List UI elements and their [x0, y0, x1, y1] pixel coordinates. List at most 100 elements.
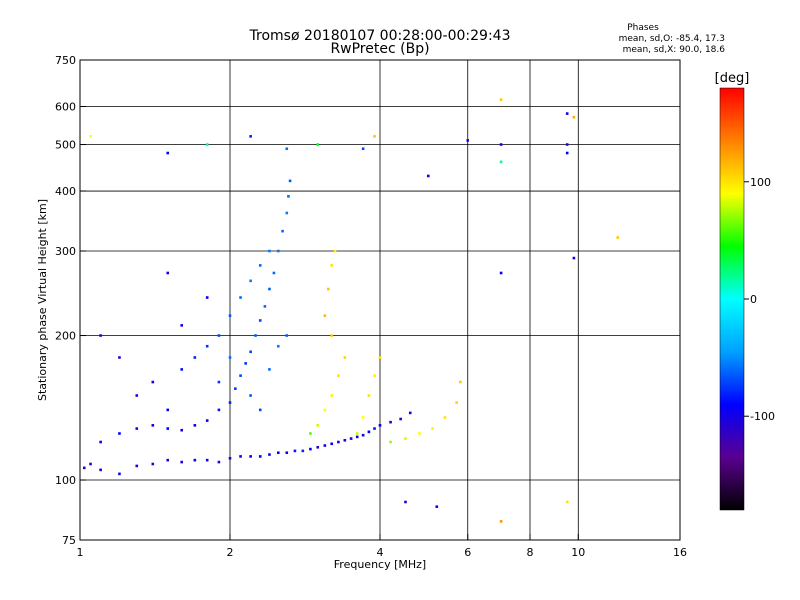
data-point — [193, 356, 197, 359]
data-point — [404, 437, 407, 440]
data-point — [373, 374, 376, 377]
x-tick-label: 2 — [227, 546, 234, 559]
data-point — [205, 143, 209, 146]
data-point — [330, 442, 334, 446]
colorbar-ticks: -100 0 100 — [744, 176, 775, 423]
data-point — [268, 368, 271, 371]
x-tick-label: 1 — [77, 546, 84, 559]
phases-line-o: mean, sd,O: -85.4, 17.3 — [619, 34, 725, 44]
data-point — [565, 112, 569, 115]
data-point — [426, 174, 430, 178]
data-point — [466, 139, 470, 142]
y-tick-label: 600 — [55, 101, 76, 114]
data-point — [268, 287, 271, 291]
data-point — [234, 387, 237, 390]
chart-title: Tromsø 20180107 00:28:00-00:29:43 — [249, 28, 511, 44]
data-point — [499, 271, 503, 275]
data-point — [330, 264, 334, 267]
data-point — [572, 115, 576, 119]
x-tick-label: 4 — [377, 546, 384, 559]
grid-lines — [80, 60, 680, 540]
data-point — [166, 151, 170, 155]
chart-subtitle: RwPretec (Bp) — [330, 41, 429, 57]
data-point — [263, 305, 267, 308]
data-point — [217, 380, 221, 384]
colorbar-tick-label: 0 — [750, 293, 757, 306]
y-tick-label: 300 — [55, 245, 76, 258]
data-point — [276, 344, 280, 348]
phases-heading: Phases — [627, 23, 659, 33]
data-point — [293, 449, 297, 453]
x-axis-label: Frequency [MHz] — [334, 558, 426, 571]
data-point — [349, 437, 353, 440]
data-point — [258, 264, 262, 267]
data-point — [193, 424, 197, 427]
data-point — [228, 456, 232, 460]
data-point — [404, 500, 407, 504]
data-point — [268, 249, 271, 253]
data-point — [327, 287, 330, 291]
data-point — [217, 408, 221, 412]
y-tick-label: 500 — [55, 139, 76, 152]
data-point — [285, 147, 289, 151]
data-point — [285, 334, 289, 337]
data-point — [285, 451, 289, 455]
data-point — [180, 428, 184, 432]
data-point — [499, 160, 503, 164]
data-point — [281, 229, 284, 233]
data-point — [99, 468, 102, 472]
data-point — [99, 440, 102, 444]
data-point — [180, 324, 184, 327]
data-point — [166, 427, 170, 430]
data-point — [330, 334, 334, 337]
data-point — [205, 344, 209, 348]
data-point — [323, 314, 327, 317]
data-point — [355, 432, 359, 435]
data-point — [118, 432, 121, 435]
data-point — [205, 296, 209, 299]
data-point — [151, 462, 155, 466]
x-tick-label: 8 — [527, 546, 534, 559]
data-point — [309, 432, 312, 435]
x-tick-label: 10 — [571, 546, 585, 559]
data-point — [249, 394, 252, 397]
data-point — [258, 455, 262, 458]
data-point — [276, 451, 280, 455]
data-point — [435, 505, 439, 508]
data-point — [135, 427, 139, 430]
data-point — [361, 416, 365, 419]
data-point — [244, 362, 247, 365]
data-point — [217, 460, 221, 464]
data-point — [180, 368, 184, 371]
data-point — [135, 464, 139, 468]
data-point — [309, 447, 312, 451]
data-point — [239, 296, 242, 299]
y-axis-ticks: 75 100 200 300 400 500 600 750 — [55, 54, 86, 547]
data-point — [373, 135, 376, 138]
x-tick-label: 6 — [464, 546, 471, 559]
data-point — [455, 401, 458, 404]
data-point — [337, 440, 340, 444]
data-points — [82, 98, 620, 523]
data-point — [228, 356, 232, 359]
data-point — [205, 419, 209, 422]
colorbar-tick-label: -100 — [750, 410, 775, 423]
x-axis-ticks: 1 2 4 6 8 10 16 — [77, 534, 687, 559]
data-point — [367, 394, 371, 397]
data-point — [205, 458, 209, 462]
data-point — [276, 249, 280, 253]
data-point — [166, 271, 170, 275]
data-point — [378, 356, 382, 359]
data-point — [217, 334, 221, 337]
y-tick-label: 100 — [55, 474, 76, 487]
data-point — [228, 314, 232, 317]
data-point — [258, 319, 262, 322]
data-point — [135, 394, 139, 397]
data-point — [408, 411, 412, 415]
data-point — [361, 147, 365, 151]
data-point — [118, 356, 121, 359]
data-point — [431, 427, 434, 430]
data-point — [268, 453, 271, 456]
colorbar — [719, 87, 745, 511]
